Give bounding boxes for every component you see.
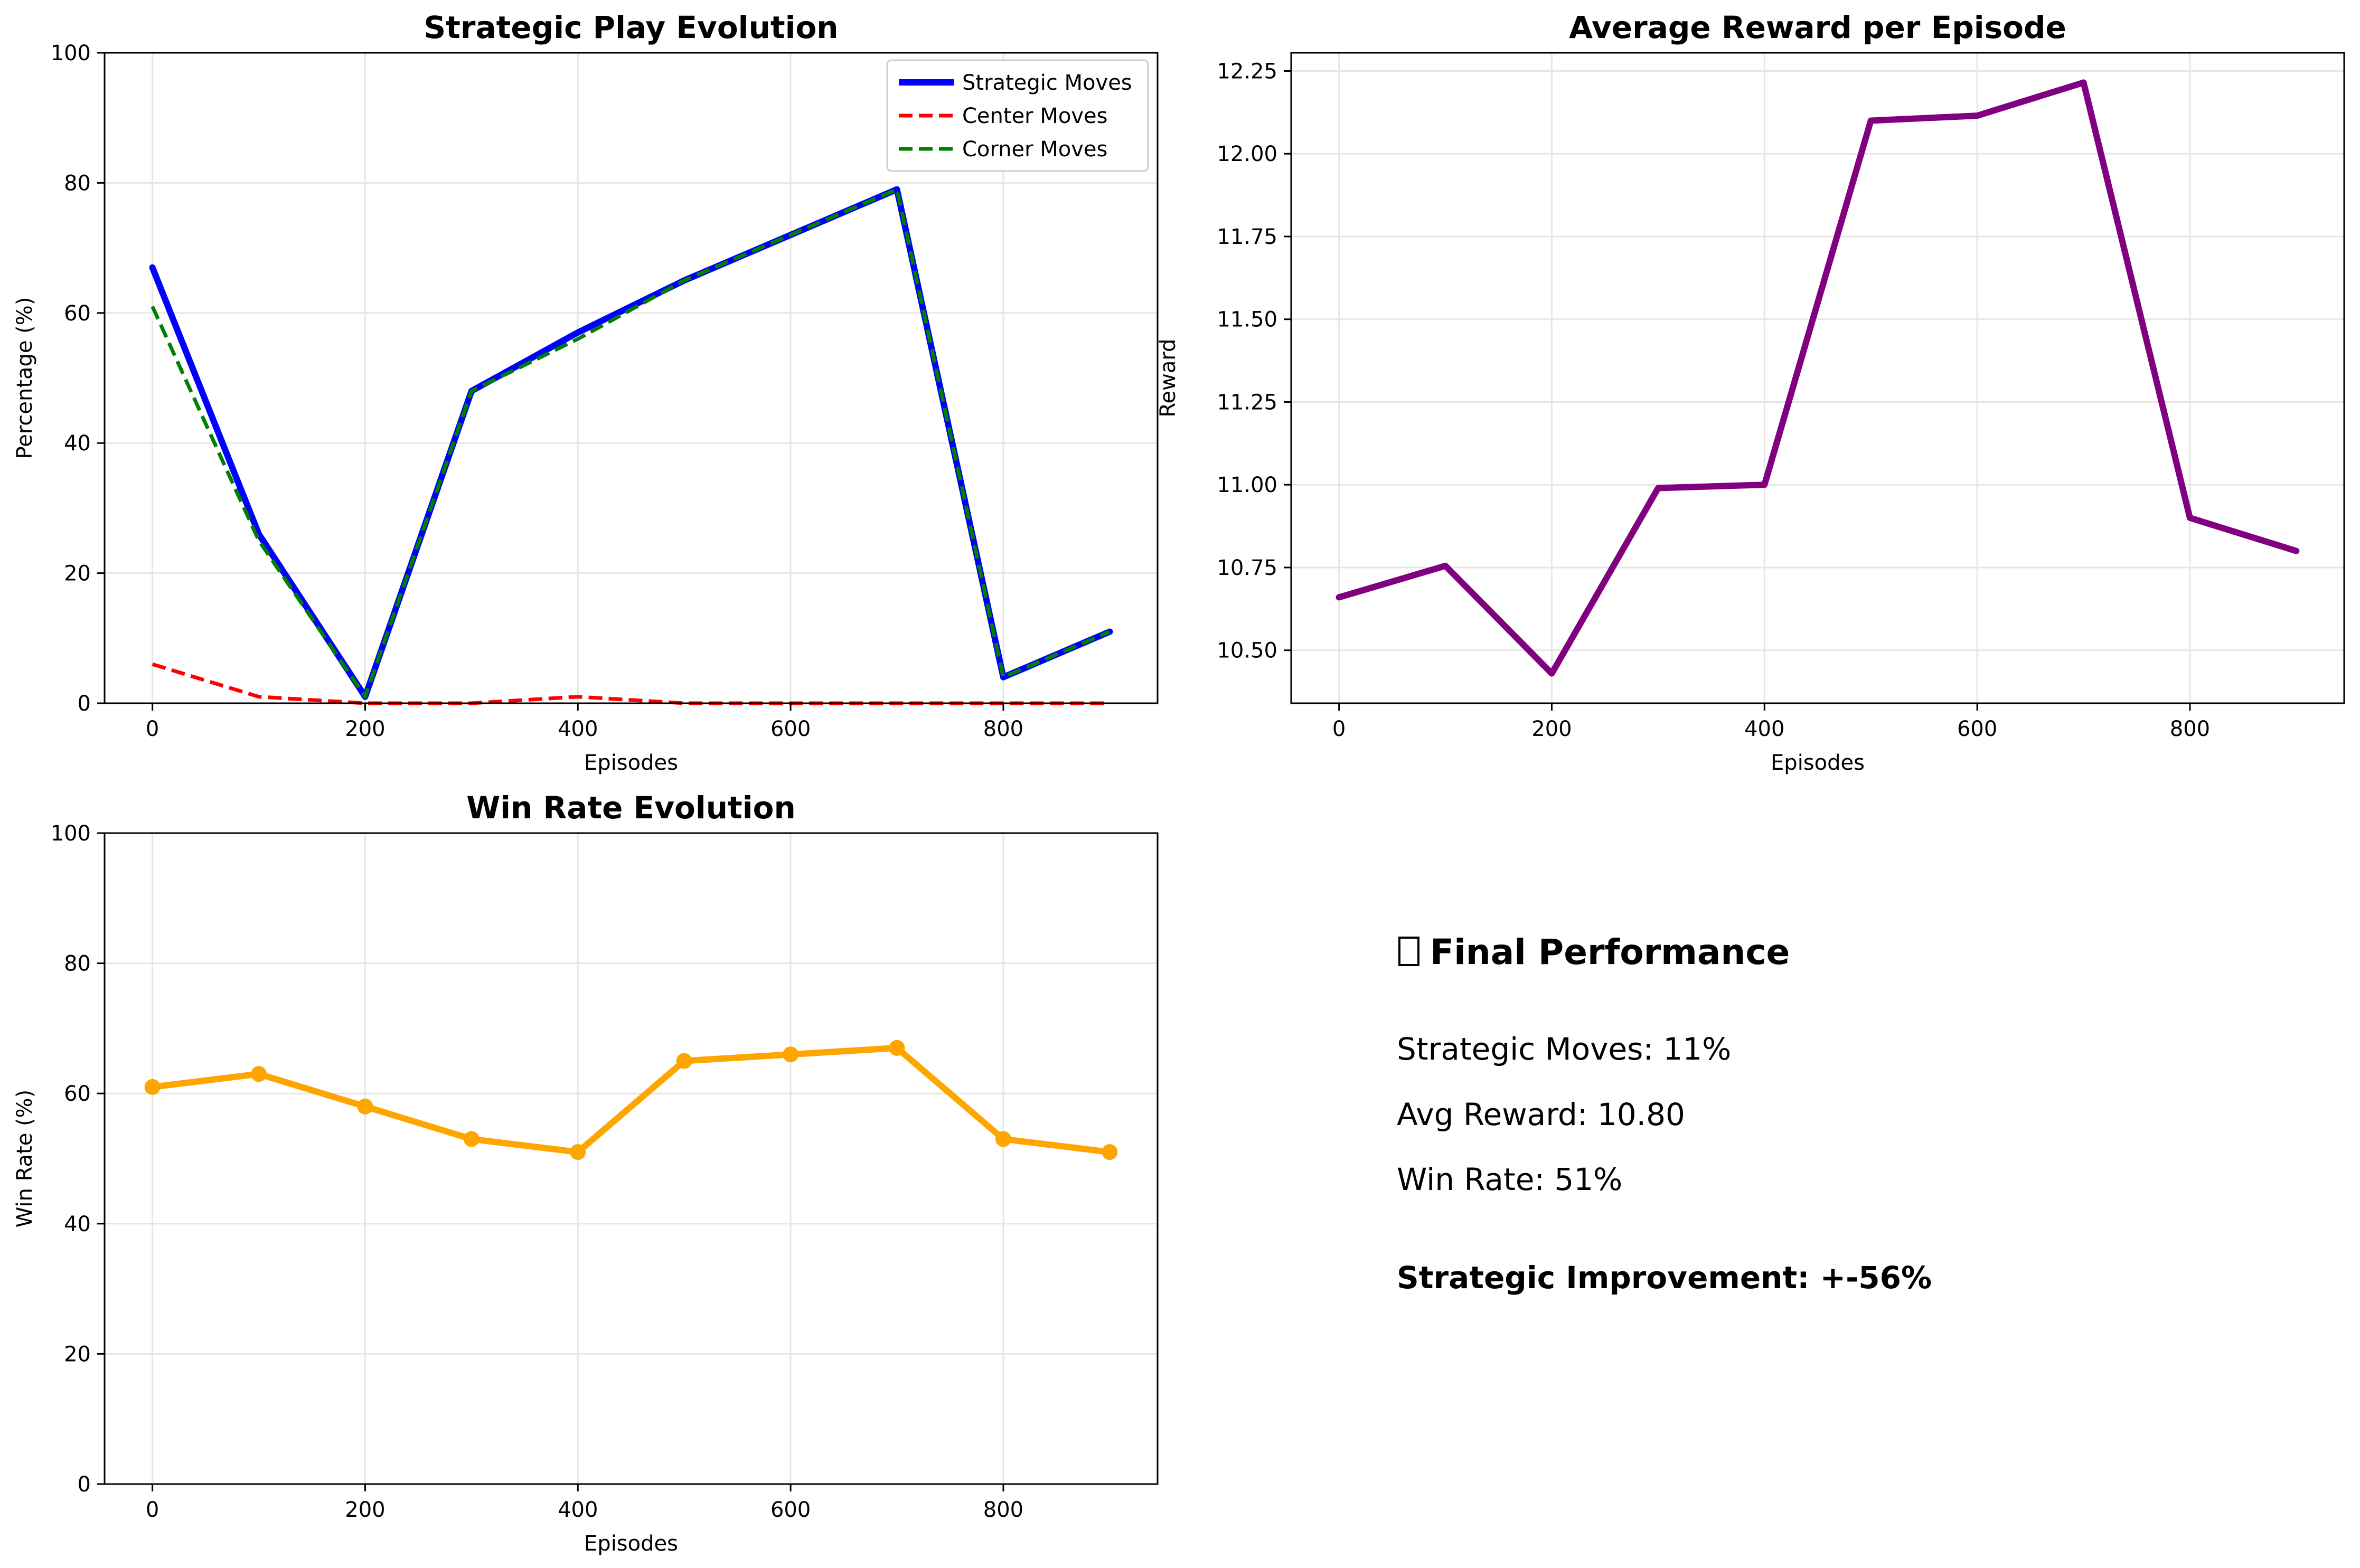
data-point: [463, 1131, 479, 1147]
strategic-moves-stat: Strategic Moves: 11%: [1397, 1031, 1731, 1067]
plot-frame: [104, 52, 1159, 704]
chart-title: Average Reward per Episode: [1569, 10, 2066, 45]
y-tick-label: 60: [64, 1082, 91, 1106]
y-tick-label: 40: [64, 431, 91, 456]
y-tick-label: 20: [64, 1342, 91, 1366]
strategic-play-chart: 0 200 400 600 800 0 20 40 60 80 100 Strategic Play …: [13, 10, 1159, 775]
y-tick-label: 12.25: [1217, 59, 1277, 83]
y-tick-label: 11.50: [1217, 308, 1277, 332]
data-point: [357, 1098, 373, 1114]
series-line: [151, 187, 1111, 699]
x-tick-label: 600: [770, 1498, 811, 1522]
data-point: [1102, 1144, 1118, 1160]
legend-box: [886, 59, 1149, 172]
x-tick-label: 400: [558, 717, 598, 741]
y-tick-label: 11.00: [1217, 473, 1277, 497]
y-tick-label: 12.00: [1217, 142, 1277, 166]
x-axis-label: Episodes: [1771, 751, 1865, 775]
data-point: [676, 1053, 692, 1069]
chart-title: Strategic Play Evolution: [424, 10, 838, 45]
missing-glyph-icon: [1398, 937, 1419, 966]
final-performance-heading: Final Performance: [1430, 932, 1790, 972]
x-tick-label: 800: [983, 1498, 1023, 1522]
average-reward-chart: 0 200 400 600 800 10.50 10.75 11.00 11.25 11.50 11…: [1156, 10, 2345, 775]
win-rate-chart: 0 200 400 600 800 0 20 40 60 80 100 Win Rate Evolut…: [13, 790, 1159, 1556]
y-tick-label: 80: [64, 952, 91, 976]
y-axis-label: Win Rate (%): [13, 1090, 37, 1228]
x-axis-label: Episodes: [584, 751, 678, 775]
avg-reward-stat: Avg Reward: 10.80: [1397, 1097, 1685, 1132]
y-axis-label: Reward: [1156, 339, 1180, 418]
y-tick-label: 10.50: [1217, 639, 1277, 663]
x-tick-label: 800: [983, 717, 1023, 741]
win-rate-stat: Win Rate: 51%: [1397, 1161, 1622, 1197]
x-axis-label: Episodes: [584, 1532, 678, 1556]
plot-frame: [104, 832, 1159, 1485]
data-point: [995, 1131, 1011, 1147]
x-tick-label: 400: [1744, 717, 1784, 741]
x-tick-label: 600: [770, 717, 811, 741]
y-tick-label: 0: [78, 692, 91, 716]
x-tick-label: 200: [345, 1498, 385, 1522]
x-tick-label: 0: [146, 717, 159, 741]
data-point: [251, 1066, 267, 1082]
strategic-improvement-stat: Strategic Improvement: +-56%: [1397, 1260, 1932, 1296]
legend: Strategic Moves Center Moves Corner Moves: [886, 59, 1149, 172]
x-tick-label: 200: [1531, 717, 1572, 741]
x-tick-label: 800: [2170, 717, 2210, 741]
x-tick-label: 600: [1957, 717, 1997, 741]
data-point: [570, 1144, 586, 1160]
x-tick-label: 400: [558, 1498, 598, 1522]
y-tick-label: 60: [64, 301, 91, 326]
x-tick-label: 0: [1332, 717, 1346, 741]
series-line: [1336, 79, 2300, 677]
y-tick-label: 80: [64, 171, 91, 195]
data-point: [889, 1040, 905, 1056]
legend-label: Center Moves: [962, 104, 1107, 128]
y-tick-label: 40: [64, 1212, 91, 1236]
data-point: [783, 1046, 799, 1063]
legend-label: Corner Moves: [962, 137, 1107, 162]
y-tick-label: 0: [78, 1472, 91, 1497]
y-tick-label: 10.75: [1217, 556, 1277, 580]
y-tick-label: 11.75: [1217, 225, 1277, 249]
chart-title: Win Rate Evolution: [466, 790, 796, 826]
series-line: [149, 1044, 1113, 1156]
y-tick-label: 100: [51, 41, 91, 65]
y-tick-label: 100: [51, 821, 91, 846]
final-performance-panel: Final Performance Strategic Moves: 11% A…: [1397, 932, 1932, 1296]
y-axis-label: Percentage (%): [13, 297, 37, 459]
data-point: [144, 1079, 161, 1095]
x-tick-label: 0: [146, 1498, 159, 1522]
plot-frame: [1290, 52, 2345, 704]
x-tick-label: 200: [345, 717, 385, 741]
legend-label: Strategic Moves: [962, 71, 1132, 95]
y-tick-label: 20: [64, 562, 91, 586]
y-tick-label: 11.25: [1217, 390, 1277, 414]
